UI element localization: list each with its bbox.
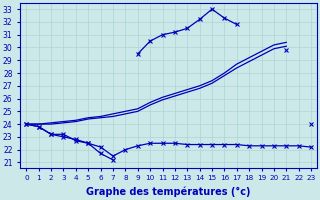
X-axis label: Graphe des températures (°c): Graphe des températures (°c) xyxy=(86,187,251,197)
